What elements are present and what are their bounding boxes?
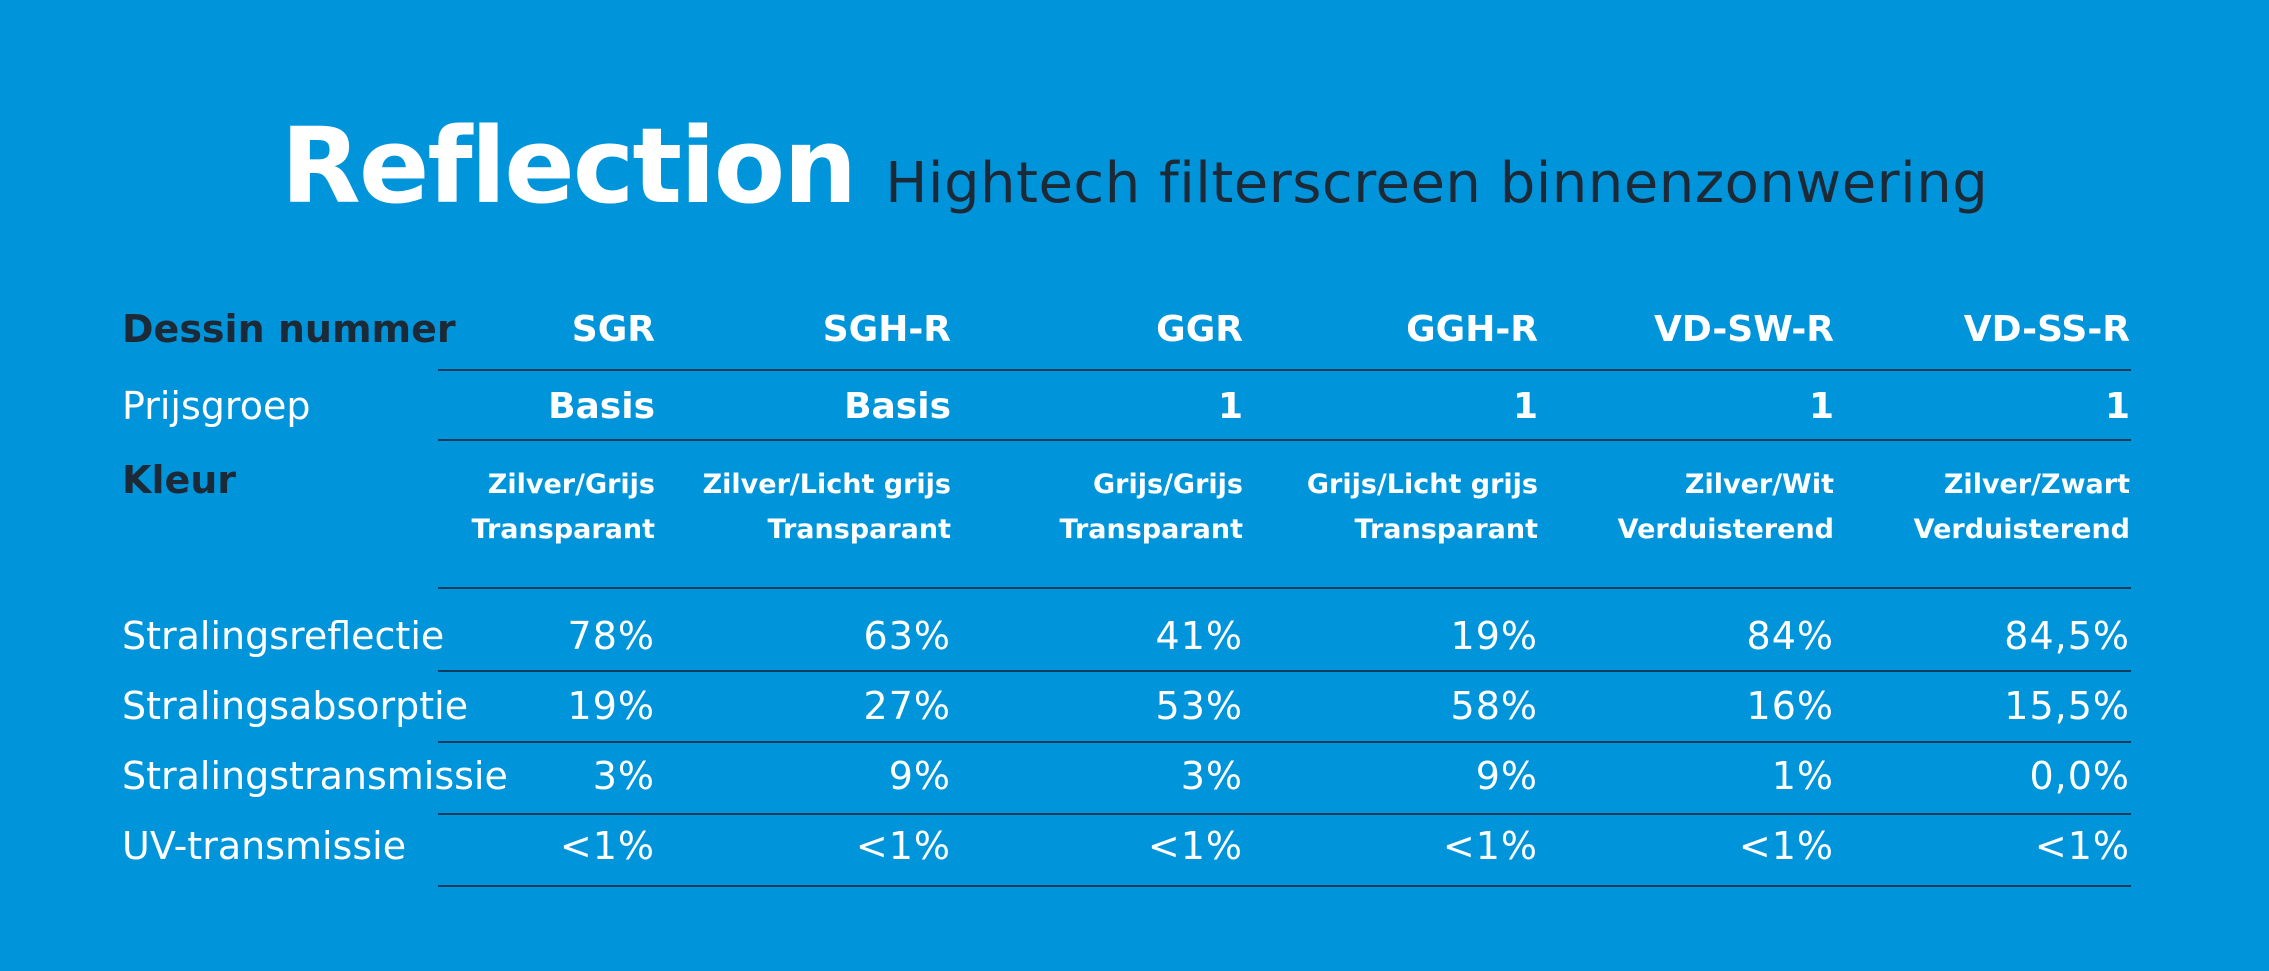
row-divider [438, 670, 2131, 672]
cell-absorptie: 19% [567, 684, 655, 728]
row-label-prijsgroep: Prijsgroep [122, 384, 311, 428]
cell-reflectie: 84,5% [2004, 614, 2130, 658]
cell-transmissie: 9% [1475, 754, 1538, 798]
cell-uv: <1% [855, 824, 951, 868]
row-divider [438, 369, 2131, 371]
cell-kleur: Zilver/Licht grijs Transparant [651, 462, 951, 552]
cell-kleur: Grijs/Licht grijs Transparant [1238, 462, 1538, 552]
cell-reflectie: 78% [567, 614, 655, 658]
cell-kleur: Zilver/Zwart Verduisterend [1830, 462, 2130, 552]
cell-transmissie: 0,0% [2029, 754, 2130, 798]
cell-absorptie: 58% [1450, 684, 1538, 728]
row-label-transmissie: Stralingstransmissie [122, 754, 508, 798]
cell-dessin: VD-SW-R [1653, 309, 1834, 350]
cell-uv: <1% [1147, 824, 1243, 868]
cell-uv: <1% [559, 824, 655, 868]
cell-absorptie: 53% [1155, 684, 1243, 728]
cell-kleur-line2: Transparant [1059, 514, 1244, 545]
cell-kleur: Zilver/Wit Verduisterend [1534, 462, 1834, 552]
row-divider [438, 741, 2131, 743]
cell-kleur: Grijs/Grijs Transparant [943, 462, 1244, 552]
cell-transmissie: 1% [1771, 754, 1834, 798]
cell-kleur-line2: Verduisterend [1617, 514, 1834, 545]
cell-kleur-line1: Zilver/Grijs [487, 469, 655, 500]
cell-prijsgroep: Basis [548, 386, 655, 427]
title-main: Reflection [280, 105, 858, 227]
title-subtitle: Hightech filterscreen binnenzonwering [885, 151, 1989, 216]
cell-reflectie: 84% [1746, 614, 1834, 658]
cell-transmissie: 9% [888, 754, 951, 798]
cell-dessin: SGR [571, 309, 655, 350]
cell-dessin: GGH-R [1406, 309, 1538, 350]
row-label-absorptie: Stralingsabsorptie [122, 684, 469, 728]
cell-reflectie: 19% [1450, 614, 1538, 658]
row-label-reflectie: Stralingsreflectie [122, 614, 445, 658]
cell-kleur-line2: Transparant [471, 514, 656, 545]
cell-transmissie: 3% [592, 754, 655, 798]
cell-reflectie: 63% [863, 614, 951, 658]
cell-dessin: SGH-R [822, 309, 951, 350]
cell-dessin: VD-SS-R [1963, 309, 2130, 350]
cell-absorptie: 16% [1746, 684, 1834, 728]
cell-transmissie: 3% [1180, 754, 1243, 798]
cell-reflectie: 41% [1155, 614, 1243, 658]
cell-kleur-line1: Grijs/Licht grijs [1306, 469, 1538, 500]
row-divider [438, 885, 2131, 887]
cell-prijsgroep: 1 [2104, 386, 2130, 427]
page-title: Reflection Hightech filterscreen binnenzo… [0, 105, 2269, 227]
row-label-uv: UV-transmissie [122, 824, 407, 868]
cell-uv: <1% [1442, 824, 1538, 868]
cell-prijsgroep: Basis [844, 386, 951, 427]
cell-kleur-line1: Zilver/Zwart [1943, 469, 2130, 500]
cell-absorptie: 27% [863, 684, 951, 728]
cell-kleur-line2: Verduisterend [1913, 514, 2130, 545]
cell-dessin: GGR [1156, 309, 1243, 350]
cell-kleur-line2: Transparant [1354, 514, 1539, 545]
cell-absorptie: 15,5% [2004, 684, 2130, 728]
cell-kleur-line2: Transparant [767, 514, 952, 545]
cell-kleur-line1: Grijs/Grijs [1093, 469, 1243, 500]
row-divider [438, 587, 2131, 589]
cell-prijsgroep: 1 [1217, 386, 1243, 427]
cell-kleur-line1: Zilver/Licht grijs [702, 469, 951, 500]
cell-prijsgroep: 1 [1808, 386, 1834, 427]
cell-kleur: Zilver/Grijs Transparant [355, 462, 656, 552]
row-divider [438, 439, 2131, 441]
cell-kleur-line1: Zilver/Wit [1684, 469, 1834, 500]
row-label-kleur: Kleur [122, 458, 237, 502]
cell-uv: <1% [2034, 824, 2130, 868]
row-label-dessin: Dessin nummer [122, 307, 456, 351]
cell-uv: <1% [1738, 824, 1834, 868]
row-divider [438, 813, 2131, 815]
cell-prijsgroep: 1 [1512, 386, 1538, 427]
